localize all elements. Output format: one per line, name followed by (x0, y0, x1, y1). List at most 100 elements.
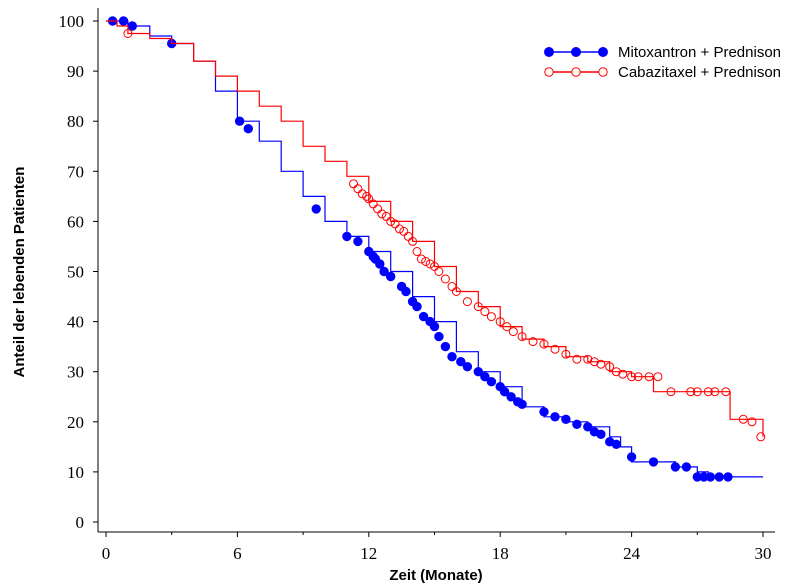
x-axis-title: Zeit (Monate) (389, 567, 482, 583)
censor-point (416, 254, 426, 264)
censor-point (738, 414, 748, 424)
censor-point (462, 362, 473, 372)
censor-point (611, 439, 621, 449)
censor-point (626, 452, 637, 462)
censor-point (311, 204, 321, 214)
censor-point (390, 219, 400, 229)
censor-point (572, 354, 582, 364)
censor-point (473, 302, 483, 312)
censor-point (583, 422, 593, 432)
censor-point (403, 231, 413, 241)
y-tick-label: 50 (67, 263, 84, 282)
censor-point (434, 331, 444, 342)
legend-marker (544, 67, 554, 77)
legend: Mitoxantron + Prednison Cabazitaxel + Pre… (544, 44, 781, 81)
censor-point (653, 372, 663, 382)
censor-point (440, 341, 451, 352)
censor-point (421, 257, 431, 266)
legend-label: Cabazitaxel + Prednison (618, 64, 781, 81)
y-tick-label: 80 (67, 112, 84, 131)
y-tick-label: 100 (59, 12, 85, 31)
x-tick-label: 18 (492, 544, 509, 563)
censor-point (517, 332, 527, 342)
censor-point (480, 372, 490, 382)
censor-point (386, 216, 396, 226)
legend-label: Mitoxantron + Prednison (618, 44, 781, 61)
legend-marker (571, 47, 581, 57)
censor-point (618, 369, 628, 379)
legend-marker (598, 67, 608, 77)
censor-point (539, 339, 549, 349)
censor-point (627, 372, 637, 382)
censor-point (408, 236, 418, 246)
censor-point (234, 116, 245, 126)
censor-point (456, 357, 466, 367)
legend-entry: Cabazitaxel + Prednison (544, 64, 781, 81)
censor-point (550, 344, 560, 354)
censor-point (539, 407, 549, 417)
censor-point (495, 317, 505, 327)
x-tick-label: 0 (102, 544, 111, 563)
censor-point (381, 211, 391, 221)
censor-point (596, 429, 606, 439)
censor-point (692, 387, 702, 397)
legend-entry: Mitoxantron + Prednison (544, 44, 781, 61)
censor-point (486, 377, 497, 387)
censor-point (670, 462, 681, 472)
censor-point (502, 322, 512, 332)
y-tick-label: 60 (67, 212, 84, 231)
censor-point (710, 387, 720, 397)
censor-point (589, 357, 599, 367)
censor-point (756, 432, 766, 442)
censor-point (373, 204, 383, 214)
y-tick-label: 10 (67, 463, 84, 482)
censor-point (561, 414, 571, 424)
censor-point (243, 124, 254, 134)
legend-marker (544, 47, 554, 57)
censor-point (550, 412, 560, 422)
y-tick-label: 70 (67, 162, 84, 181)
censor-point (721, 387, 731, 397)
censor-point (686, 387, 696, 397)
survival-curve (106, 20, 764, 437)
censor-point (375, 259, 385, 269)
y-tick-label: 40 (67, 313, 84, 332)
legend-marker (571, 67, 581, 77)
censor-point (362, 191, 372, 201)
censor-point (377, 209, 387, 219)
censor-point (368, 199, 378, 209)
censor-point (486, 312, 496, 322)
censor-point (714, 472, 724, 482)
censor-point (379, 266, 389, 277)
y-tick-label: 0 (76, 513, 85, 532)
censor-point (447, 352, 457, 362)
censor-point (430, 262, 439, 271)
y-axis-title: Anteil der lebenden Patienten (11, 167, 28, 378)
censor-point (583, 354, 593, 364)
censor-point (506, 392, 516, 402)
censor-point (395, 224, 404, 234)
censor-point (412, 301, 422, 312)
censor-point (681, 462, 692, 472)
censor-point (528, 337, 538, 347)
censor-point (633, 372, 643, 382)
x-tick-label: 30 (755, 544, 772, 563)
censor-point (644, 372, 654, 382)
legend-marker (598, 47, 608, 57)
y-tick-label: 20 (67, 413, 84, 432)
x-tick-label: 12 (360, 544, 377, 563)
censor-point (666, 387, 676, 397)
censor-point (353, 236, 363, 247)
censor-point (440, 274, 450, 284)
censor-point (357, 189, 367, 199)
censor-point (342, 231, 352, 242)
censor-point (401, 286, 411, 297)
censor-point (473, 367, 483, 377)
censor-point (118, 16, 129, 26)
censor-point (418, 311, 429, 322)
censor-point (127, 21, 138, 31)
series-cabazitaxel (106, 20, 766, 442)
censor-point (611, 367, 621, 377)
